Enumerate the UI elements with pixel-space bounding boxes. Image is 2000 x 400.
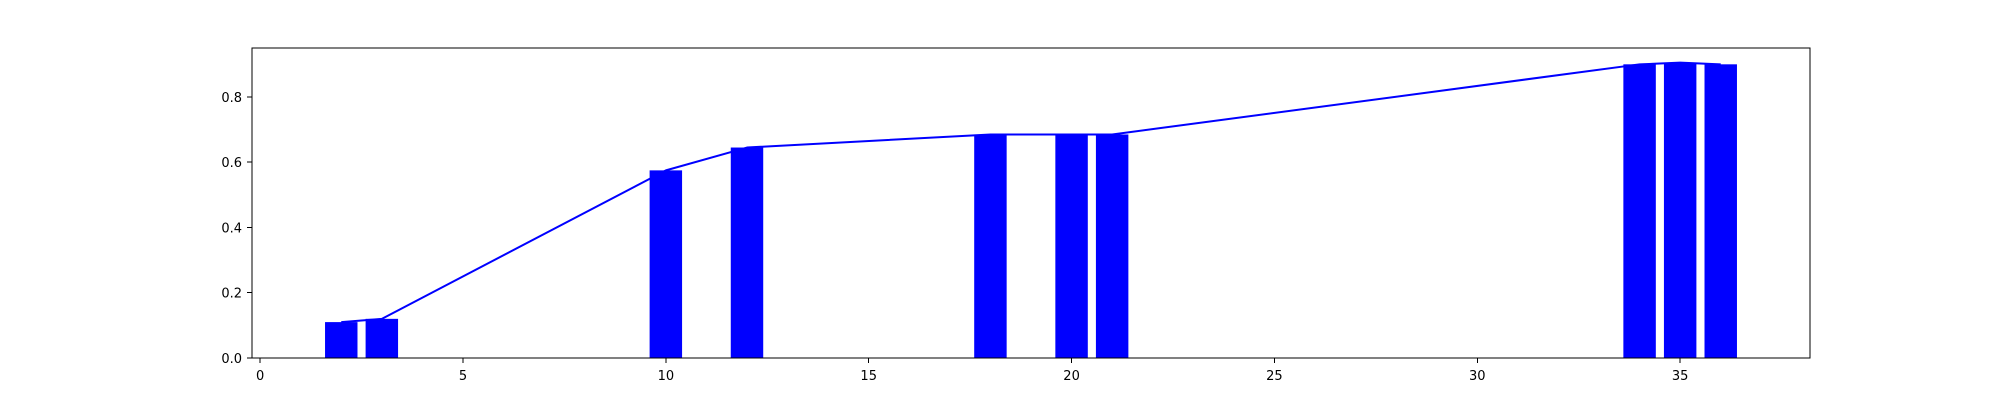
x-tick-label-0: 0	[256, 369, 264, 384]
bar-0	[325, 322, 358, 358]
x-tick-label-6: 30	[1469, 369, 1486, 384]
y-tick-label-0: 0.0	[221, 352, 242, 367]
x-tick-label-7: 35	[1672, 369, 1689, 384]
bar-1	[365, 318, 399, 358]
line-layer	[341, 61, 1721, 324]
x-tick-label-2: 10	[658, 369, 675, 384]
y-tick-label-2: 0.4	[221, 221, 242, 236]
axes-layer	[251, 47, 1811, 359]
bar-6	[1095, 134, 1129, 358]
x-tick-label-1: 5	[459, 369, 467, 384]
plot-frame	[251, 47, 1811, 359]
bar-9	[1704, 64, 1737, 358]
x-tick-label-5: 25	[1266, 369, 1283, 384]
x-tick-label-4: 20	[1063, 369, 1080, 384]
bar-2	[649, 170, 683, 358]
bar-3	[730, 147, 764, 358]
ticks-layer: 0 5 10 15 20 25 30 35 0.0 0.2 0.4 0.6 0.8	[221, 91, 1688, 384]
bar-5	[1055, 134, 1088, 358]
bars-layer	[325, 62, 1737, 359]
y-tick-label-4: 0.8	[221, 91, 242, 106]
y-tick-label-1: 0.2	[221, 287, 242, 302]
series-line	[341, 61, 1721, 324]
bar-7	[1623, 64, 1656, 358]
y-tick-label-3: 0.6	[221, 156, 242, 171]
x-tick-label-3: 15	[860, 369, 877, 384]
bar-4	[974, 134, 1007, 358]
bar-8	[1663, 62, 1697, 359]
